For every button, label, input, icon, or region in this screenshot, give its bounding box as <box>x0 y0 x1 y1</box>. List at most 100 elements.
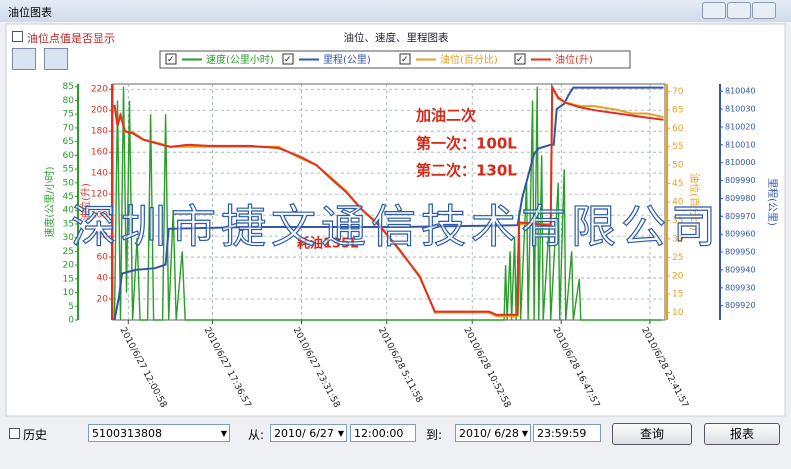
history-checkbox[interactable] <box>9 428 20 439</box>
y-axis-title: 油位(升) <box>79 183 92 221</box>
y-tick-label: 15 <box>672 290 683 300</box>
vehicle-id: 5100313808 <box>92 427 162 440</box>
y-tick-label: 25 <box>672 253 683 263</box>
y-tick-label: 20 <box>672 271 684 281</box>
maximize-button[interactable] <box>727 2 751 19</box>
show-points-label: 油位点值是否显示 <box>27 32 115 45</box>
y-tick-label: 35 <box>63 219 74 229</box>
y-tick-label: 0 <box>68 316 74 326</box>
report-button[interactable]: 报表 <box>704 423 780 445</box>
series-line <box>113 86 664 321</box>
y-tick-label: 60 <box>63 151 75 161</box>
y-tick-label: 75 <box>63 110 74 120</box>
y-tick-label: 200 <box>91 106 108 116</box>
query-button[interactable]: 查询 <box>612 423 692 445</box>
y-tick-label: 50 <box>672 161 684 171</box>
y-tick-label: 809940 <box>725 265 756 274</box>
legend-label: 油位(升) <box>555 53 593 66</box>
y-tick-label: 160 <box>91 148 108 158</box>
y-tick-label: 10 <box>63 288 75 298</box>
y-tick-label: 30 <box>63 233 75 243</box>
annotation: 第一次：100L <box>416 135 517 153</box>
title-bar: 油位图表 <box>0 0 791 22</box>
y-tick-label: 809920 <box>725 301 756 310</box>
watermark: 深圳市捷文通信技术有限公司 <box>71 200 721 253</box>
y-tick-label: 810010 <box>725 140 756 149</box>
legend-checkbox <box>165 53 177 65</box>
y-tick-label: 60 <box>97 253 109 263</box>
y-tick-label: 25 <box>63 247 74 257</box>
from-time-text: 12:00:00 <box>354 427 404 440</box>
to-label: 到: <box>426 428 443 442</box>
from-date[interactable]: 2010/ 6/27 ▼ <box>270 424 347 442</box>
y-tick-label: 220 <box>91 85 108 95</box>
y-tick-label: 809950 <box>725 248 756 257</box>
y-tick-label: 85 <box>63 82 74 92</box>
print-button[interactable] <box>44 48 68 70</box>
close-button[interactable] <box>752 2 776 19</box>
vehicle-combobox[interactable]: 5100313808 ▼ <box>88 424 230 442</box>
y-tick-label: 80 <box>97 232 109 242</box>
y-tick-label: 55 <box>63 165 74 175</box>
y-tick-label: 810020 <box>725 122 756 131</box>
annotation: 加油二次 <box>415 107 476 125</box>
legend-label: 油位(百分比) <box>440 53 498 66</box>
annotation: 第二次：130L <box>416 162 517 180</box>
chart-title: 油位、速度、里程图表 <box>344 31 449 44</box>
y-tick-label: 45 <box>672 179 683 189</box>
from-date-text: 2010/ 6/27 <box>274 427 334 440</box>
y-tick-label: 70 <box>63 123 75 133</box>
legend-check: ✓ <box>516 55 524 65</box>
annotation: 耗油135L <box>297 236 358 252</box>
y-tick-label: 809970 <box>725 212 756 221</box>
y-tick-label: 15 <box>63 274 74 284</box>
from-label: 从: <box>248 428 265 442</box>
y-tick-label: 50 <box>63 178 75 188</box>
y-tick-label: 40 <box>63 206 75 216</box>
legend-checkbox <box>282 53 294 65</box>
y-tick-label: 10 <box>672 308 684 318</box>
y-tick-label: 60 <box>672 124 684 134</box>
y-axis-title: 速度(公里/小时) <box>43 166 56 237</box>
dropdown-arrow[interactable]: ▼ <box>220 429 227 438</box>
y-tick-label: 40 <box>97 274 109 284</box>
y-tick-label: 180 <box>91 127 108 137</box>
history-label: 历史 <box>23 428 48 442</box>
legend-checkbox <box>514 53 526 65</box>
y-tick-label: 140 <box>91 169 108 179</box>
to-time[interactable]: 23:59:59 <box>533 424 601 442</box>
y-tick-label: 70 <box>672 87 684 97</box>
save-button[interactable] <box>12 48 36 70</box>
y-tick-label: 35 <box>672 216 683 226</box>
y-tick-label: 810000 <box>725 158 756 167</box>
legend-check: ✓ <box>401 55 409 65</box>
y-tick-label: 809960 <box>725 230 756 239</box>
y-tick-label: 20 <box>63 261 75 271</box>
y-tick-label: 810040 <box>725 87 756 96</box>
to-date[interactable]: 2010/ 6/28 ▼ <box>455 424 531 442</box>
y-tick-label: 45 <box>63 192 74 202</box>
dropdown-arrow[interactable]: ▼ <box>521 429 528 438</box>
minimize-button[interactable] <box>702 2 726 19</box>
to-time-text: 23:59:59 <box>537 427 587 440</box>
y-tick-label: 809990 <box>725 176 756 185</box>
y-tick-label: 809980 <box>725 194 756 203</box>
from-time[interactable]: 12:00:00 <box>350 424 416 442</box>
show-points-checkbox[interactable] <box>12 31 23 42</box>
y-tick-label: 5 <box>68 302 74 312</box>
y-tick-label: 55 <box>672 142 683 152</box>
y-tick-label: 30 <box>672 234 684 244</box>
y-tick-label: 100 <box>91 211 108 221</box>
window-title: 油位图表 <box>8 6 52 19</box>
legend <box>159 50 631 69</box>
to-date-text: 2010/ 6/28 <box>459 427 519 440</box>
y-tick-label: 809930 <box>725 283 756 292</box>
y-tick-label: 40 <box>672 198 684 208</box>
dropdown-arrow[interactable]: ▼ <box>337 429 344 438</box>
y-tick-label: 120 <box>91 190 108 200</box>
y-tick-label: 65 <box>63 137 74 147</box>
legend-label: 里程(公里) <box>323 54 371 66</box>
y-tick-label: 810030 <box>725 105 756 114</box>
